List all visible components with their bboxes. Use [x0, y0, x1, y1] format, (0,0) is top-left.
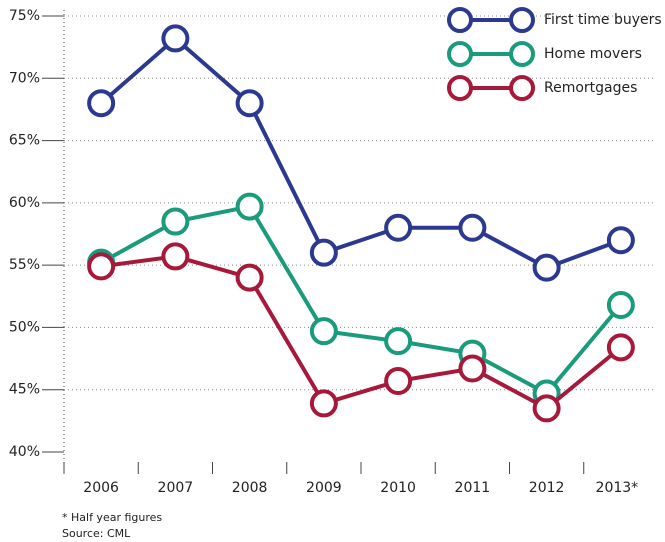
source: Source: CML: [62, 527, 131, 540]
data-point: [87, 252, 116, 281]
x-tick-label: 2011: [455, 480, 491, 496]
legend-marker: [447, 7, 473, 33]
legend-marker: [509, 7, 535, 33]
series-line: [99, 35, 622, 270]
data-point: [384, 366, 413, 395]
data-point: [606, 333, 635, 362]
legend-marker: [509, 41, 535, 67]
x-tick-label: 2010: [380, 480, 416, 496]
data-point: [606, 226, 635, 255]
legend-marker: [447, 75, 473, 101]
x-tick-label: 2013*: [596, 480, 639, 496]
y-tick-label: 50%: [9, 319, 40, 335]
footnote: * Half year figures: [62, 511, 162, 524]
data-point: [161, 207, 190, 236]
y-tick-label: 40%: [9, 444, 40, 460]
x-tick-label: 2008: [232, 480, 268, 496]
data-point: [532, 253, 561, 282]
y-tick-label: 75%: [9, 8, 40, 24]
data-point: [458, 213, 487, 242]
data-point: [161, 24, 190, 53]
legend-label: First time buyers: [544, 12, 662, 28]
y-tick-label: 60%: [9, 195, 40, 211]
data-point: [309, 238, 338, 267]
data-point: [235, 89, 264, 118]
x-tick-label: 2006: [83, 480, 119, 496]
y-tick-label: 45%: [9, 382, 40, 398]
data-point: [161, 242, 190, 271]
data-point: [87, 89, 116, 118]
legend-label: Remortgages: [544, 80, 637, 96]
x-tick-label: 2007: [158, 480, 194, 496]
legend-marker: [447, 41, 473, 67]
y-tick-label: 70%: [9, 70, 40, 86]
y-tick-label: 65%: [9, 133, 40, 149]
data-point: [532, 394, 561, 423]
data-point: [384, 327, 413, 356]
data-point: [309, 389, 338, 418]
x-tick-label: 2012: [529, 480, 565, 496]
data-point: [309, 317, 338, 346]
legend-label: Home movers: [544, 46, 642, 62]
legend-marker: [509, 75, 535, 101]
y-tick-label: 55%: [9, 257, 40, 273]
data-point: [606, 291, 635, 320]
data-point: [235, 263, 264, 292]
data-point: [235, 192, 264, 221]
x-tick-label: 2009: [306, 480, 342, 496]
data-point: [458, 354, 487, 383]
data-point: [384, 213, 413, 242]
